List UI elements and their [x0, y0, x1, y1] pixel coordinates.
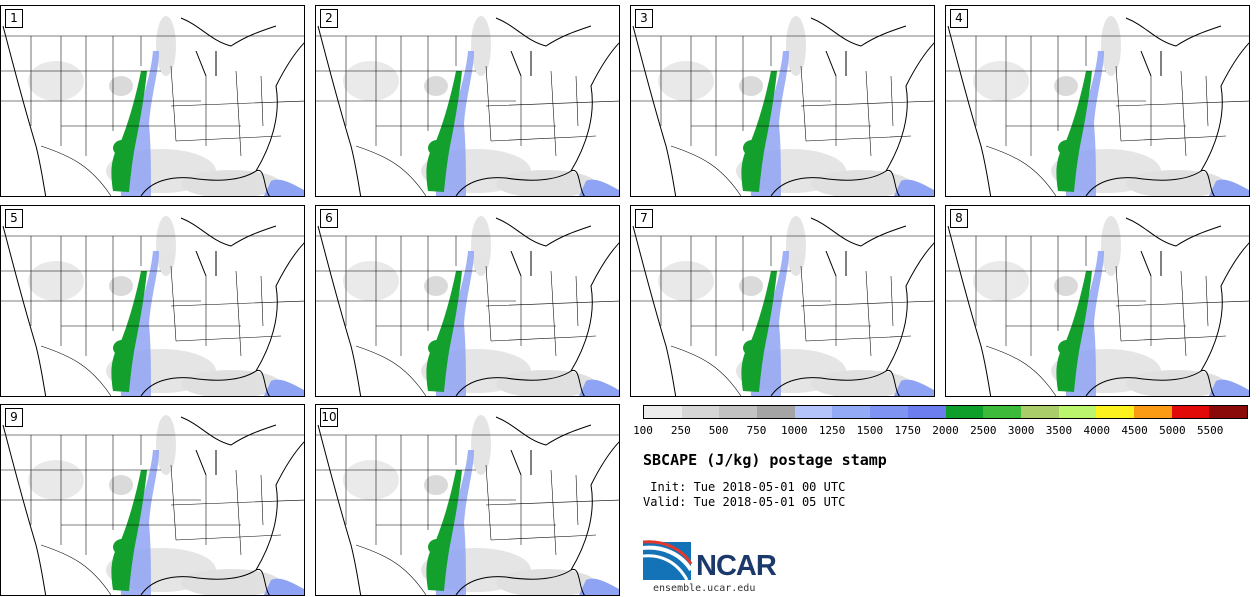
map-image [316, 16, 619, 196]
colorbar-swatch [983, 406, 1021, 418]
colorbar-swatch [644, 406, 682, 418]
map-panel-8: 8 [945, 205, 1250, 397]
init-time: Init: Tue 2018-05-01 00 UTC [643, 480, 846, 494]
colorbar-swatch [1133, 406, 1172, 418]
panel-number: 8 [950, 209, 968, 228]
colorbar-label: 5500 [1196, 424, 1224, 437]
colorbar-swatch [1171, 406, 1210, 418]
colorbar-swatch [907, 406, 946, 418]
colorbar-label: 100 [633, 424, 653, 437]
colorbar-swatch [870, 406, 908, 418]
map-image [1, 16, 304, 196]
panel-number: 1 [5, 9, 23, 28]
colorbar-label: 1750 [894, 424, 921, 437]
colorbar-label: 3000 [1007, 424, 1035, 437]
map-panel-7: 7 [630, 205, 935, 397]
panel-number: 6 [320, 209, 338, 228]
colorbar-swatch [1096, 406, 1134, 418]
colorbar-labels: 100 250 500 750 1000 1250 1500 1750 2000 2500 3000… [633, 424, 1248, 438]
colorbar [643, 405, 1248, 419]
panel-number: 9 [5, 408, 23, 427]
colorbar-swatch [1058, 406, 1097, 418]
map-panel-3: 3 [630, 5, 935, 197]
map-image [316, 216, 619, 396]
map-panel-9: 9 [0, 404, 305, 596]
colorbar-label: 3500 [1045, 424, 1073, 437]
colorbar-swatch [681, 406, 720, 418]
colorbar-label: 1000 [781, 424, 808, 437]
map-image [1, 415, 304, 595]
colorbar-swatch [794, 406, 833, 418]
map-image [946, 216, 1249, 396]
map-panel-5: 5 [0, 205, 305, 397]
panel-number: 10 [320, 408, 338, 427]
logo-url[interactable]: ensemble.ucar.edu [653, 583, 756, 594]
colorbar-label: 2500 [970, 424, 997, 437]
map-image [316, 415, 619, 595]
colorbar-label: 4500 [1121, 424, 1148, 437]
colorbar-swatch [1209, 406, 1247, 418]
map-panel-2: 2 [315, 5, 620, 197]
colorbar-swatch [832, 406, 871, 418]
panel-number: 5 [5, 209, 23, 228]
colorbar-swatch [757, 406, 795, 418]
map-panel-1: 1 [0, 5, 305, 197]
colorbar-label: 2000 [932, 424, 959, 437]
map-panel-6: 6 [315, 205, 620, 397]
colorbar-swatch [719, 406, 758, 418]
map-panel-4: 4 [945, 5, 1250, 197]
colorbar-label: 4000 [1083, 424, 1111, 437]
chart-title: SBCAPE (J/kg) postage stamp [643, 451, 887, 469]
colorbar-swatch [945, 406, 984, 418]
map-image [1, 216, 304, 396]
colorbar-label: 500 [708, 424, 729, 437]
colorbar-label: 750 [746, 424, 767, 437]
panel-number: 2 [320, 9, 338, 28]
colorbar-label: 250 [670, 424, 691, 437]
map-image [946, 16, 1249, 196]
panel-number: 3 [635, 9, 653, 28]
ncar-logo-icon [643, 540, 693, 581]
colorbar-label: 5000 [1159, 424, 1186, 437]
panel-number: 4 [950, 9, 968, 28]
colorbar-swatch [1020, 406, 1059, 418]
map-image [631, 216, 934, 396]
colorbar-label: 1500 [856, 424, 884, 437]
map-image [631, 16, 934, 196]
valid-time: Valid: Tue 2018-05-01 05 UTC [643, 495, 846, 509]
map-panel-10: 10 [315, 404, 620, 596]
colorbar-label: 1250 [818, 424, 846, 437]
logo-text: NCAR [696, 550, 777, 582]
panel-number: 7 [635, 209, 653, 228]
